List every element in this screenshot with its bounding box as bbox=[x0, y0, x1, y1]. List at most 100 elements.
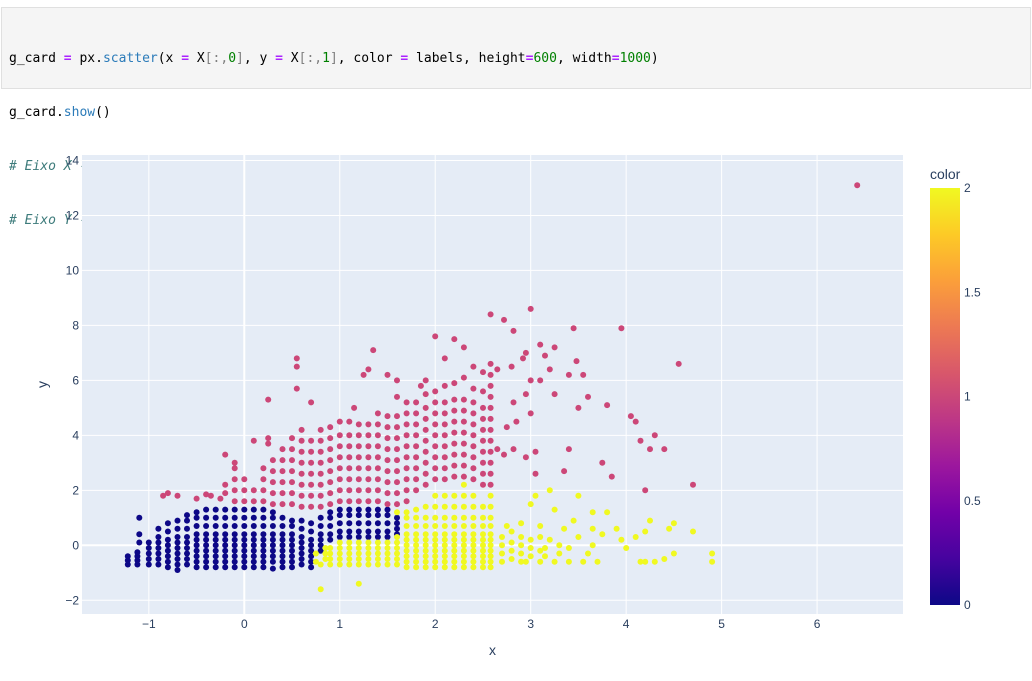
scatter-point[interactable] bbox=[289, 446, 295, 453]
scatter-point[interactable] bbox=[470, 465, 477, 472]
scatter-point[interactable] bbox=[413, 465, 420, 472]
scatter-point[interactable] bbox=[499, 534, 505, 540]
scatter-point[interactable] bbox=[451, 429, 458, 436]
scatter-point[interactable] bbox=[231, 487, 238, 494]
scatter-point[interactable] bbox=[212, 547, 219, 554]
scatter-point[interactable] bbox=[589, 542, 596, 549]
scatter-point[interactable] bbox=[265, 396, 272, 403]
scatter-point[interactable] bbox=[184, 545, 190, 551]
scatter-point[interactable] bbox=[250, 437, 257, 444]
scatter-point[interactable] bbox=[279, 490, 286, 497]
scatter-point[interactable] bbox=[279, 558, 286, 565]
scatter-point[interactable] bbox=[360, 371, 367, 378]
scatter-point[interactable] bbox=[480, 459, 486, 466]
scatter-point[interactable] bbox=[193, 531, 200, 538]
scatter-point[interactable] bbox=[394, 393, 400, 400]
scatter-point[interactable] bbox=[487, 503, 494, 510]
scatter-point[interactable] bbox=[374, 454, 381, 461]
scatter-point[interactable] bbox=[184, 539, 190, 546]
scatter-point[interactable] bbox=[413, 514, 420, 521]
scatter-point[interactable] bbox=[260, 498, 267, 505]
scatter-point[interactable] bbox=[487, 514, 494, 521]
scatter-point[interactable] bbox=[355, 561, 362, 568]
scatter-point[interactable] bbox=[441, 355, 448, 362]
scatter-point[interactable] bbox=[647, 517, 653, 524]
scatter-point[interactable] bbox=[289, 547, 295, 554]
scatter-point[interactable] bbox=[460, 558, 467, 565]
scatter-point[interactable] bbox=[269, 457, 276, 464]
scatter-point[interactable] bbox=[487, 415, 494, 422]
scatter-point[interactable] bbox=[480, 481, 486, 488]
scatter-point[interactable] bbox=[370, 347, 377, 354]
scatter-point[interactable] bbox=[470, 564, 477, 571]
scatter-point[interactable] bbox=[384, 435, 391, 442]
scatter-point[interactable] bbox=[487, 542, 494, 549]
scatter-point[interactable] bbox=[241, 476, 248, 483]
scatter-point[interactable] bbox=[250, 564, 257, 571]
scatter-point[interactable] bbox=[487, 360, 494, 367]
scatter-point[interactable] bbox=[124, 557, 131, 564]
scatter-point[interactable] bbox=[642, 487, 649, 494]
scatter-point[interactable] bbox=[346, 465, 353, 472]
scatter-point[interactable] bbox=[374, 498, 381, 505]
scatter-point[interactable] bbox=[487, 492, 494, 499]
scatter-point[interactable] bbox=[317, 531, 324, 538]
scatter-point[interactable] bbox=[565, 545, 572, 551]
scatter-point[interactable] bbox=[422, 503, 429, 510]
scatter-point[interactable] bbox=[487, 426, 494, 433]
scatter-point[interactable] bbox=[384, 446, 391, 453]
scatter-point[interactable] bbox=[441, 476, 448, 483]
scatter-point[interactable] bbox=[661, 446, 668, 453]
scatter-point[interactable] bbox=[546, 536, 553, 543]
scatter-point[interactable] bbox=[269, 523, 276, 529]
scatter-point[interactable] bbox=[193, 542, 200, 549]
scatter-point[interactable] bbox=[308, 536, 315, 543]
scatter-point[interactable] bbox=[494, 366, 501, 373]
scatter-point[interactable] bbox=[460, 542, 467, 549]
scatter-point[interactable] bbox=[260, 531, 267, 538]
scatter-point[interactable] bbox=[487, 448, 494, 455]
scatter-point[interactable] bbox=[487, 437, 494, 444]
scatter-point[interactable] bbox=[317, 470, 324, 477]
scatter-point[interactable] bbox=[250, 542, 257, 549]
scatter-point[interactable] bbox=[289, 490, 295, 497]
scatter-point[interactable] bbox=[451, 531, 458, 538]
scatter-point[interactable] bbox=[317, 481, 324, 488]
scatter-point[interactable] bbox=[413, 523, 420, 529]
scatter-point[interactable] bbox=[317, 426, 324, 433]
scatter-point[interactable] bbox=[460, 473, 467, 480]
scatter-point[interactable] bbox=[222, 514, 229, 521]
scatter-point[interactable] bbox=[269, 509, 276, 516]
scatter-point[interactable] bbox=[618, 536, 625, 543]
scatter-point[interactable] bbox=[346, 443, 353, 450]
scatter-point[interactable] bbox=[193, 495, 200, 502]
scatter-point[interactable] bbox=[317, 523, 324, 529]
scatter-point[interactable] bbox=[193, 547, 200, 554]
scatter-point[interactable] bbox=[155, 545, 162, 551]
scatter-point[interactable] bbox=[174, 567, 181, 573]
scatter-point[interactable] bbox=[136, 514, 143, 521]
scatter-point[interactable] bbox=[518, 550, 525, 557]
scatter-point[interactable] bbox=[365, 545, 372, 551]
scatter-point[interactable] bbox=[460, 451, 467, 458]
scatter-point[interactable] bbox=[365, 421, 372, 428]
scatter-point[interactable] bbox=[470, 547, 477, 554]
scatter-point[interactable] bbox=[460, 547, 467, 554]
scatter-point[interactable] bbox=[260, 553, 267, 560]
scatter-point[interactable] bbox=[384, 468, 391, 475]
scatter-point[interactable] bbox=[487, 558, 494, 565]
scatter-point[interactable] bbox=[203, 542, 210, 549]
scatter-point[interactable] bbox=[279, 531, 286, 538]
scatter-point[interactable] bbox=[134, 553, 141, 560]
scatter-point[interactable] bbox=[351, 404, 358, 411]
scatter-point[interactable] bbox=[432, 547, 439, 554]
scatter-point[interactable] bbox=[327, 523, 334, 529]
scatter-point[interactable] bbox=[134, 557, 141, 564]
scatter-point[interactable] bbox=[441, 410, 448, 417]
scatter-point[interactable] bbox=[403, 432, 410, 439]
scatter-point[interactable] bbox=[518, 534, 525, 540]
scatter-point[interactable] bbox=[403, 476, 410, 483]
scatter-point[interactable] bbox=[212, 564, 219, 571]
scatter-point[interactable] bbox=[460, 462, 467, 469]
scatter-point[interactable] bbox=[279, 547, 286, 554]
